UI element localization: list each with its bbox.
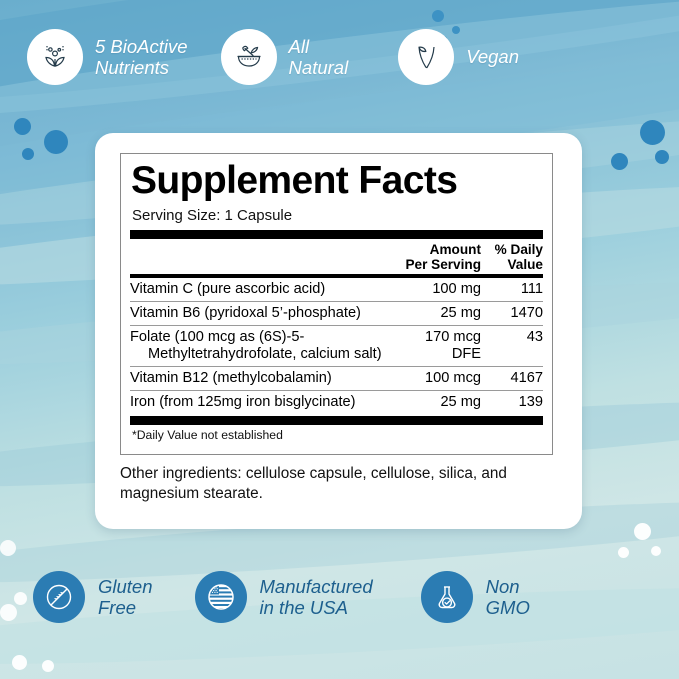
badge-label: Non GMO <box>485 575 530 618</box>
row-nutrient-name: Iron (from 125mg iron bisglycinate) <box>130 389 387 414</box>
decor-dot <box>14 592 27 605</box>
decor-dot <box>640 120 665 145</box>
table-row: Iron (from 125mg iron bisglycinate) 25 m… <box>130 389 543 414</box>
badge-vegan: Vegan <box>398 29 519 85</box>
col-header-name <box>130 239 387 274</box>
badge-label: Vegan <box>466 46 519 68</box>
row-daily-value: 43 <box>481 324 543 367</box>
decor-dot <box>0 604 17 621</box>
row-nutrient-name: Vitamin B12 (methylcobalamin) <box>130 365 387 391</box>
badge-gluten-free: Gluten Free <box>33 571 153 623</box>
badge-made-in-usa: Manufactured in the USA <box>194 571 373 623</box>
bottom-badge-row: Gluten Free <box>0 571 679 623</box>
gluten-free-icon <box>33 571 85 623</box>
table-row: Folate (100 mcg as (6S)-5- Methyltetrahy… <box>130 324 543 367</box>
mortar-and-pestle-icon <box>220 29 277 85</box>
decor-dot <box>14 118 31 135</box>
table-head: Amount Per Serving % Daily Value <box>130 239 543 274</box>
flask-check-icon <box>420 571 473 623</box>
divider-thick <box>130 230 543 239</box>
table-row: Vitamin C (pure ascorbic acid) 100 mg 11… <box>130 278 543 301</box>
other-ingredients-text: Other ingredients: cellulose capsule, ce… <box>120 465 507 503</box>
row-amount: 100 mcg <box>387 365 481 391</box>
row-daily-value: 111 <box>520 280 543 297</box>
supplement-rows-table: Vitamin C (pure ascorbic acid) 100 mg 11… <box>130 278 543 414</box>
page-title: Supplement Facts <box>131 159 458 202</box>
badge-non-gmo: Non GMO <box>420 571 530 623</box>
serving-size-text: Serving Size: 1 Capsule <box>132 207 293 224</box>
row-daily-value: 139 <box>481 389 543 414</box>
decor-dot <box>452 26 460 34</box>
badge-label: 5 BioActive Nutrients <box>95 35 188 78</box>
decor-dot <box>655 150 669 164</box>
badge-bioactive-nutrients: 5 BioActive Nutrients <box>27 29 188 85</box>
badge-label: Gluten Free <box>98 575 153 618</box>
decor-dot <box>22 148 34 160</box>
decor-dot <box>618 547 629 558</box>
usa-flag-icon <box>194 571 247 623</box>
table-header-row: Amount Per Serving % Daily Value <box>130 239 543 274</box>
supplement-facts-panel: Supplement Facts Serving Size: 1 Capsule… <box>120 153 553 455</box>
decor-dot <box>44 130 68 154</box>
row-amount: 170 mcg DFE <box>387 324 481 367</box>
table-row: Vitamin B12 (methylcobalamin) 100 mcg 41… <box>130 365 543 391</box>
divider-thick-bottom <box>130 416 543 426</box>
row-nutrient-name: Vitamin C (pure ascorbic acid) <box>130 280 326 297</box>
badge-label: All Natural <box>288 35 349 78</box>
decor-dot <box>432 10 444 22</box>
vegan-leaf-icon <box>398 29 455 85</box>
row-daily-value: 1470 <box>481 300 543 326</box>
badge-all-natural: All Natural <box>220 29 349 85</box>
row-nutrient-name: Vitamin B6 (pyridoxal 5’-phosphate) <box>130 300 387 326</box>
table-body: Vitamin C (pure ascorbic acid) 100 mg 11… <box>130 278 543 414</box>
top-badge-row: 5 BioActive Nutrients All Natural <box>0 29 679 85</box>
row-amount: 25 mg <box>387 389 481 414</box>
decor-dot <box>651 546 661 556</box>
row-amount: 100 mg <box>432 280 481 297</box>
decor-dot <box>611 153 628 170</box>
col-header-amount: Amount Per Serving <box>405 242 481 273</box>
decor-dot <box>634 523 651 540</box>
decor-dot <box>42 660 54 672</box>
badge-label: Manufactured in the USA <box>259 575 373 618</box>
decor-dot <box>0 540 16 556</box>
footnote-text: *Daily Value not established <box>132 428 283 443</box>
row-daily-value: 4167 <box>481 365 543 391</box>
divider-medium <box>130 274 543 278</box>
row-amount: 25 mg <box>387 300 481 326</box>
row-nutrient-name: Folate (100 mcg as (6S)-5- Methyltetrahy… <box>130 324 387 367</box>
supplement-facts-card: Supplement Facts Serving Size: 1 Capsule… <box>95 133 582 529</box>
sprouting-leaves-icon <box>27 29 83 85</box>
col-header-daily-value: % Daily Value <box>494 242 543 273</box>
table-row: Vitamin B6 (pyridoxal 5’-phosphate) 25 m… <box>130 300 543 326</box>
decor-dot <box>12 655 27 670</box>
supplement-facts-table: Amount Per Serving % Daily Value <box>130 239 543 274</box>
